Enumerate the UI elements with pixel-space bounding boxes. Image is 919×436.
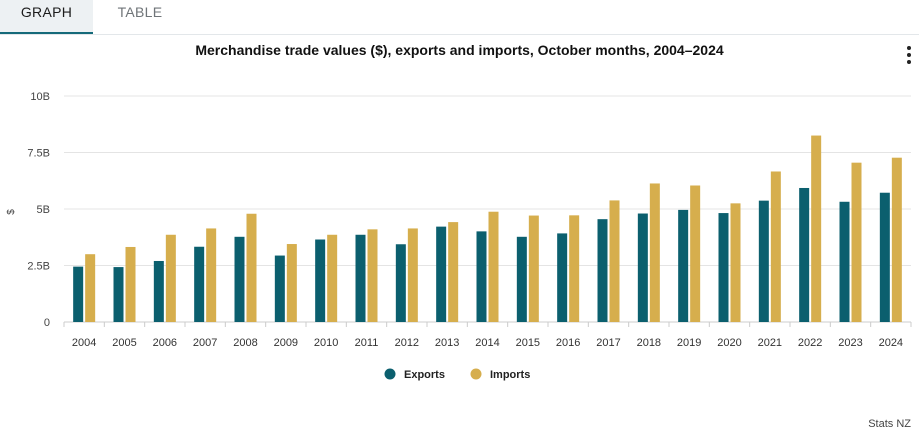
x-tick-label: 2005 bbox=[112, 337, 136, 349]
x-tick-label: 2021 bbox=[758, 337, 782, 349]
bar-exports-2019 bbox=[678, 209, 689, 322]
bar-exports-2014 bbox=[476, 231, 487, 322]
bar-imports-2008 bbox=[246, 213, 257, 322]
bar-exports-2017 bbox=[597, 219, 608, 322]
bar-exports-2018 bbox=[637, 213, 648, 322]
bar-imports-2024 bbox=[891, 157, 902, 322]
bar-imports-2011 bbox=[367, 229, 378, 322]
x-tick-label: 2008 bbox=[233, 337, 257, 349]
bar-imports-2014 bbox=[488, 211, 499, 322]
bar-exports-2010 bbox=[315, 239, 326, 322]
x-tick-label: 2011 bbox=[355, 337, 379, 349]
chart-title: Merchandise trade values ($), exports an… bbox=[195, 42, 724, 58]
bar-imports-2016 bbox=[569, 215, 580, 322]
bar-exports-2006 bbox=[153, 260, 164, 322]
x-tick-label: 2020 bbox=[717, 337, 741, 349]
bar-imports-2012 bbox=[407, 228, 418, 322]
y-tick-label: 5B bbox=[37, 204, 50, 216]
bar-imports-2007 bbox=[206, 228, 217, 322]
y-tick-label: 0 bbox=[44, 317, 50, 329]
bar-imports-2017 bbox=[609, 200, 620, 322]
x-tick-label: 2022 bbox=[798, 337, 822, 349]
bar-exports-2016 bbox=[557, 233, 568, 322]
x-tick-label: 2016 bbox=[556, 337, 580, 349]
x-tick-label: 2014 bbox=[475, 337, 499, 349]
x-tick-label: 2017 bbox=[596, 337, 620, 349]
legend-marker-imports bbox=[470, 368, 482, 380]
x-tick-label: 2012 bbox=[395, 337, 419, 349]
bar-exports-2021 bbox=[758, 200, 769, 322]
bar-exports-2012 bbox=[395, 244, 406, 322]
bar-imports-2022 bbox=[811, 135, 822, 322]
more-vertical-icon[interactable] bbox=[903, 46, 915, 68]
bar-exports-2005 bbox=[113, 267, 124, 322]
bar-imports-2010 bbox=[327, 234, 338, 322]
x-tick-label: 2015 bbox=[516, 337, 540, 349]
bar-imports-2013 bbox=[448, 222, 459, 322]
bar-imports-2009 bbox=[286, 244, 297, 322]
bar-exports-2004 bbox=[73, 266, 84, 322]
y-axis-label: $ bbox=[6, 209, 17, 215]
bar-exports-2023 bbox=[839, 201, 850, 322]
bar-imports-2018 bbox=[649, 183, 660, 322]
x-tick-label: 2006 bbox=[153, 337, 177, 349]
legend-label-imports: Imports bbox=[490, 369, 530, 381]
bar-chart: 0 2.5B 5B 7.5B 10B $2004 2005 2006 2007 2008 2009 2… bbox=[6, 91, 912, 381]
bar-imports-2015 bbox=[528, 215, 539, 322]
y-tick-label: 2.5B bbox=[27, 261, 50, 273]
legend-marker-exports bbox=[384, 368, 396, 380]
x-tick-label: 2013 bbox=[435, 337, 459, 349]
source-credit: Stats NZ bbox=[868, 418, 911, 430]
bar-imports-2020 bbox=[730, 203, 741, 322]
y-tick-label: 7.5B bbox=[27, 148, 50, 160]
tab-table[interactable]: TABLE bbox=[117, 4, 163, 20]
x-tick-label: 2009 bbox=[274, 337, 298, 349]
tab-graph[interactable]: GRAPH bbox=[0, 0, 93, 34]
x-tick-label: 2010 bbox=[314, 337, 338, 349]
view-tabs: GRAPH TABLE bbox=[0, 0, 919, 35]
bar-exports-2013 bbox=[436, 226, 447, 322]
bar-exports-2022 bbox=[799, 187, 810, 322]
bar-imports-2006 bbox=[165, 234, 176, 322]
x-tick-label: 2023 bbox=[838, 337, 862, 349]
bar-exports-2020 bbox=[718, 213, 729, 322]
bar-exports-2015 bbox=[516, 236, 527, 322]
bar-imports-2004 bbox=[85, 254, 96, 322]
bar-imports-2005 bbox=[125, 246, 136, 322]
x-tick-label: 2018 bbox=[637, 337, 661, 349]
bar-exports-2011 bbox=[355, 234, 366, 322]
bar-imports-2021 bbox=[770, 171, 781, 322]
legend-label-exports: Exports bbox=[404, 369, 445, 381]
bar-imports-2019 bbox=[690, 185, 701, 322]
x-tick-label: 2019 bbox=[677, 337, 701, 349]
bar-exports-2007 bbox=[194, 246, 205, 322]
bar-exports-2024 bbox=[879, 192, 890, 322]
x-tick-label: 2004 bbox=[72, 337, 96, 349]
x-tick-label: 2007 bbox=[193, 337, 217, 349]
bar-exports-2009 bbox=[274, 255, 285, 322]
bar-imports-2023 bbox=[851, 162, 862, 322]
x-tick-label: 2024 bbox=[879, 337, 903, 349]
bar-exports-2008 bbox=[234, 236, 245, 322]
y-tick-label: 10B bbox=[30, 91, 50, 103]
